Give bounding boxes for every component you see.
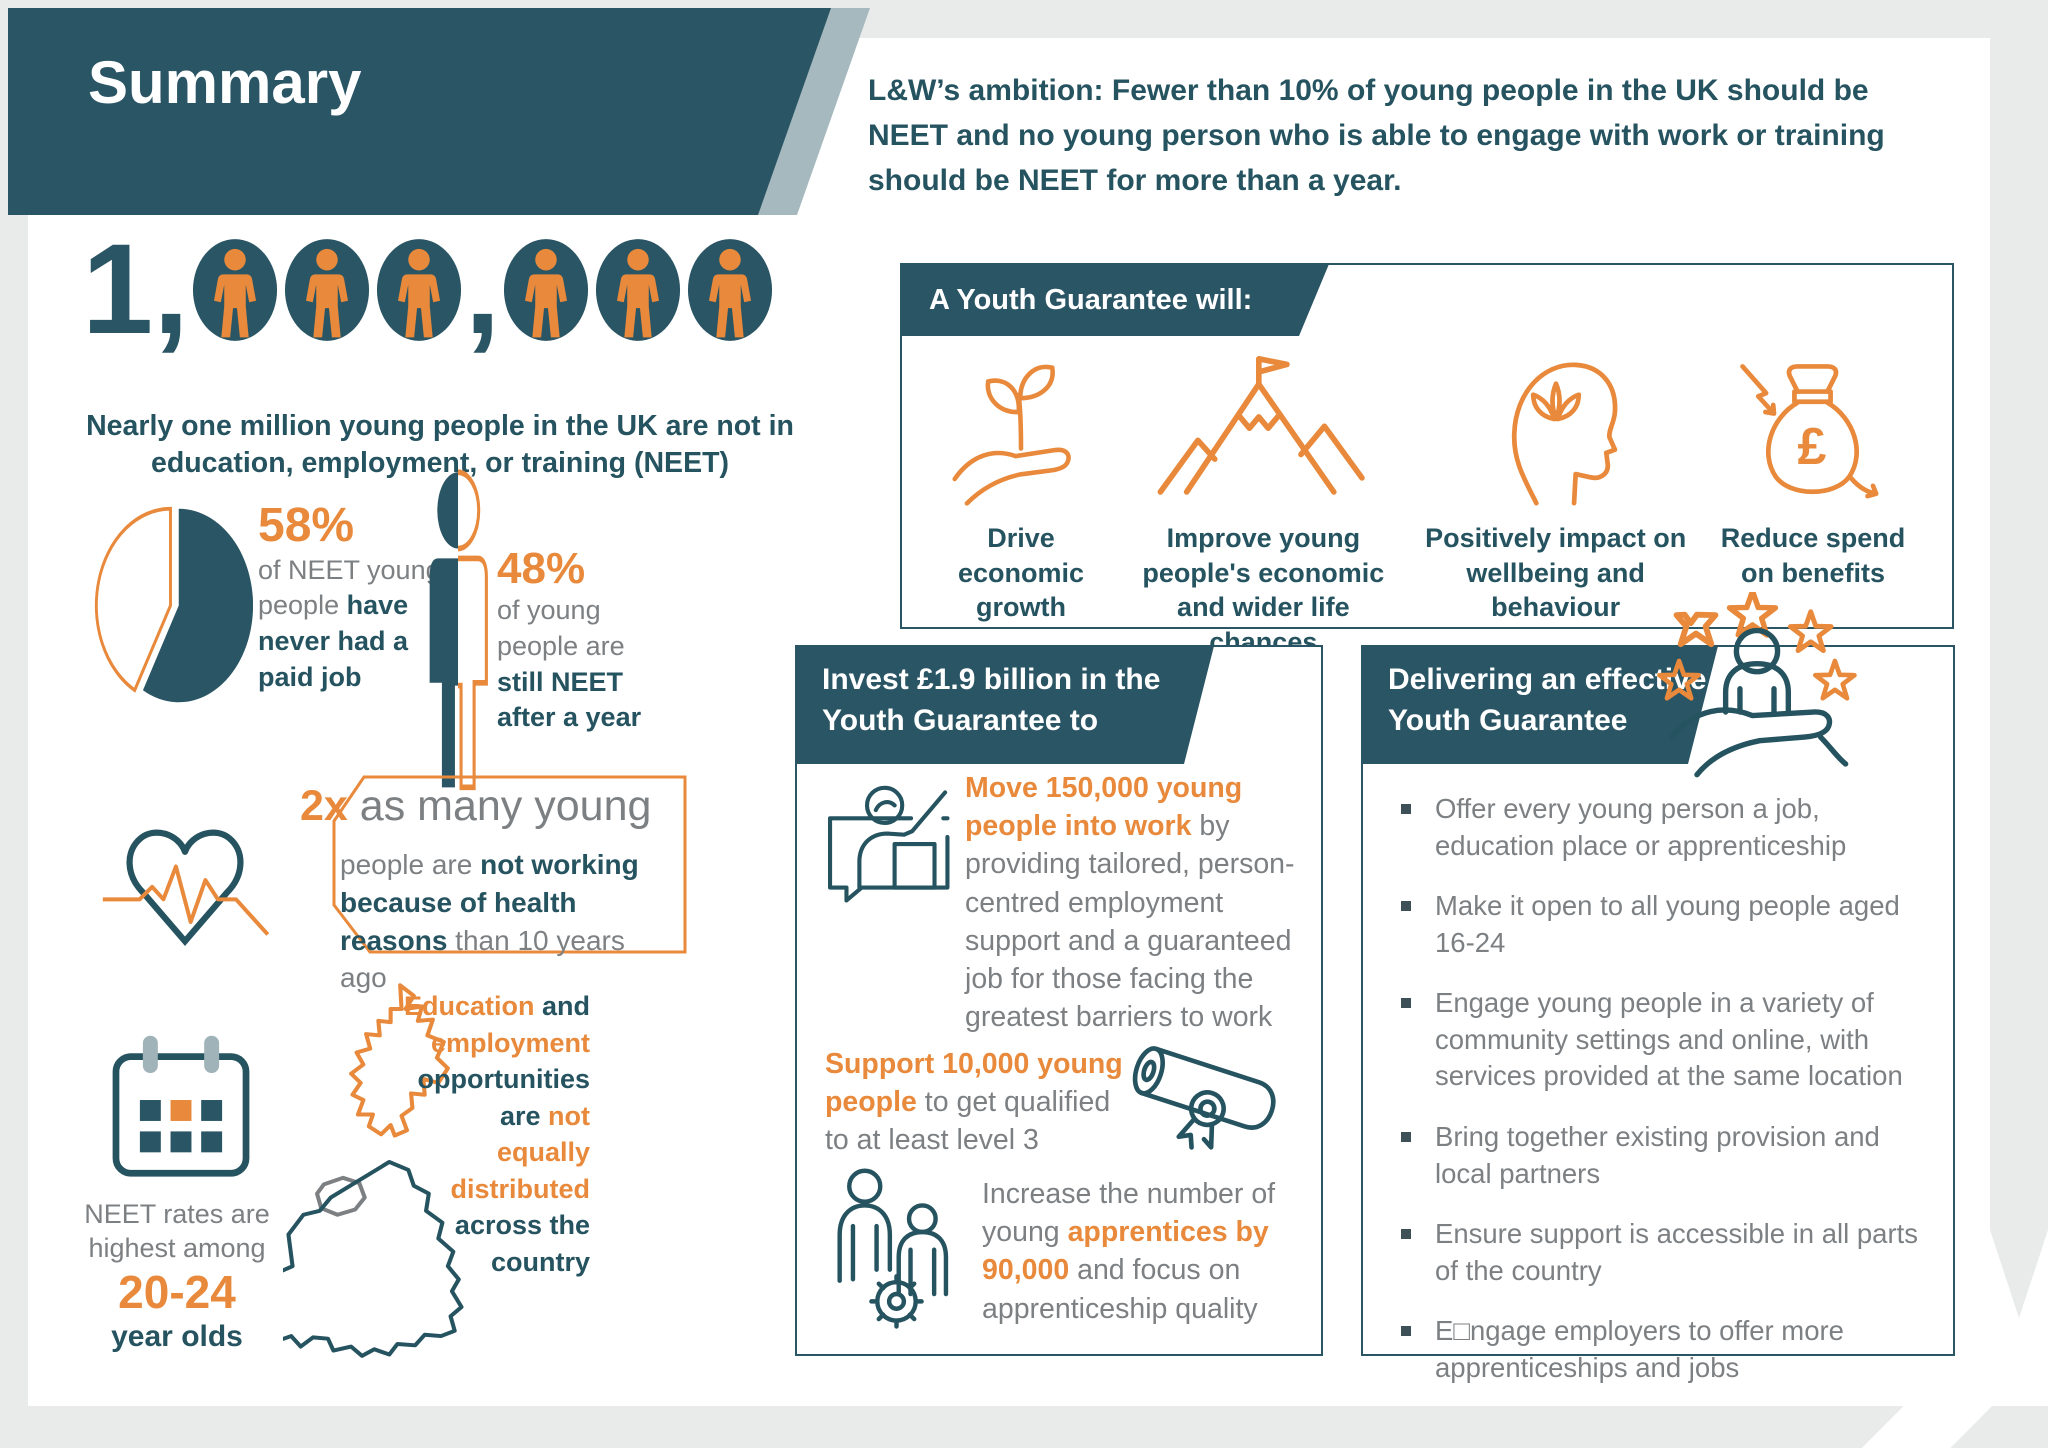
stat-58-line: people have (258, 590, 409, 621)
youth-guarantee-box: A Youth Guarantee will: Drive economic g… (900, 263, 1954, 657)
stat-48-value: 48% (497, 544, 586, 593)
mountain-flag-icon (1151, 343, 1376, 511)
million-prefix: 1, (82, 218, 189, 361)
stat-48-line: still NEET (497, 666, 624, 697)
deliver-bullet: Make it open to all young people aged 16… (1395, 888, 1940, 961)
stat-58-block: 58% of NEET young people have never had … (258, 499, 458, 695)
page-title: Summary (88, 49, 362, 116)
quote-box-outline (322, 775, 688, 955)
seedling-hand-icon (941, 343, 1101, 511)
stat-2x-body: people are not working because of health… (340, 849, 639, 994)
one-million-graphic: 1, , (82, 218, 776, 361)
invest-item-1: Move 150,000 young people into work by p… (965, 772, 1295, 1034)
youth-item-economic-growth: Drive economic growth (936, 343, 1106, 659)
deliver-bullet: Offer every young person a job, educatio… (1395, 791, 1940, 864)
ambition-statement: L&W’s ambition: Fewer than 10% of young … (868, 74, 1885, 197)
age-range: 20-24 (118, 1265, 236, 1318)
stat-58-line: never had a (258, 626, 409, 657)
invest-header: Invest £1.9 billion in the Youth Guarant… (796, 646, 1214, 764)
calendar-icon (110, 1022, 252, 1190)
money-bag-icon: £ (1730, 343, 1895, 511)
deliver-bullet: Engage young people in a variety of comm… (1395, 985, 1940, 1095)
person-circle-icon (502, 236, 590, 344)
pie-chart-58-icon (88, 498, 253, 713)
heart-pulse-icon (100, 788, 270, 988)
person-circle-icon (686, 236, 774, 344)
calendar-stat-block: NEET rates are highest among 20-24 year … (62, 1198, 292, 1356)
svg-text:£: £ (1798, 417, 1827, 475)
stat-2x-value: 2x (300, 782, 348, 830)
stat-48-line: people are (497, 631, 625, 662)
youth-guarantee-items: Drive economic growth Improve young peop… (936, 343, 1918, 659)
deliver-bullet: Ensure support is accessible in all part… (1395, 1216, 1940, 1289)
diploma-scroll-icon (1109, 1025, 1287, 1165)
deliver-bullet: E□ngage employers to offer more apprenti… (1395, 1313, 1940, 1386)
deliver-bullet-list: Offer every young person a job, educatio… (1395, 791, 1940, 1410)
half-person-48-icon (412, 468, 504, 793)
stat-58-line: of NEET young (258, 554, 441, 585)
bottom-edge-notch (1862, 1406, 1992, 1448)
deliver-box: Delivering an effective Youth Guarantee … (1361, 645, 1955, 1383)
person-circle-icon (594, 236, 682, 344)
youth-guarantee-header: A Youth Guarantee will: (901, 264, 1329, 336)
million-caption-line1: Nearly one million young people in the U… (86, 410, 794, 442)
apprentices-gear-icon (819, 1155, 974, 1340)
deliver-header: Delivering an effective Youth Guarantee (1362, 646, 1718, 764)
deliver-bullet: Bring together existing provision and lo… (1395, 1119, 1940, 1192)
million-comma: , (464, 218, 501, 361)
map-stat-block: Education and employment opportunities a… (403, 991, 590, 1277)
presenter-icon (823, 765, 958, 915)
stat-58-line: paid job (258, 661, 362, 692)
stat-58-value: 58% (258, 499, 355, 552)
person-circle-icon (283, 236, 371, 344)
invest-item-3: Increase the number of young apprentices… (982, 1178, 1276, 1325)
header-banner (8, 8, 831, 215)
youth-item-wellbeing: Positively impact on wellbeing and behav… (1421, 343, 1691, 659)
million-caption-line2: education, employment, or training (NEET… (151, 447, 729, 480)
invest-item-2: Support 10,000 young people to get quali… (825, 1048, 1123, 1157)
uk-map-icon (283, 980, 501, 1402)
person-circle-icon (191, 236, 279, 344)
head-wellbeing-icon (1481, 343, 1631, 511)
million-caption: Nearly one million young people in the U… (60, 408, 820, 482)
stat-48-line: of young (497, 595, 601, 626)
stat-2x-headline: 2x as many young (300, 782, 652, 830)
hand-person-stars-icon (1645, 592, 1860, 798)
stat-48-block: 48% of young people are still NEET after… (497, 544, 647, 736)
youth-item-life-chances: Improve young people's economic and wide… (1123, 343, 1403, 659)
stat-48-line: after a year (497, 702, 642, 733)
invest-box: Invest £1.9 billion in the Youth Guarant… (795, 645, 1323, 1356)
person-circle-icon (375, 236, 463, 344)
youth-item-reduce-spend: £ Reduce spend on benefits (1708, 343, 1918, 659)
